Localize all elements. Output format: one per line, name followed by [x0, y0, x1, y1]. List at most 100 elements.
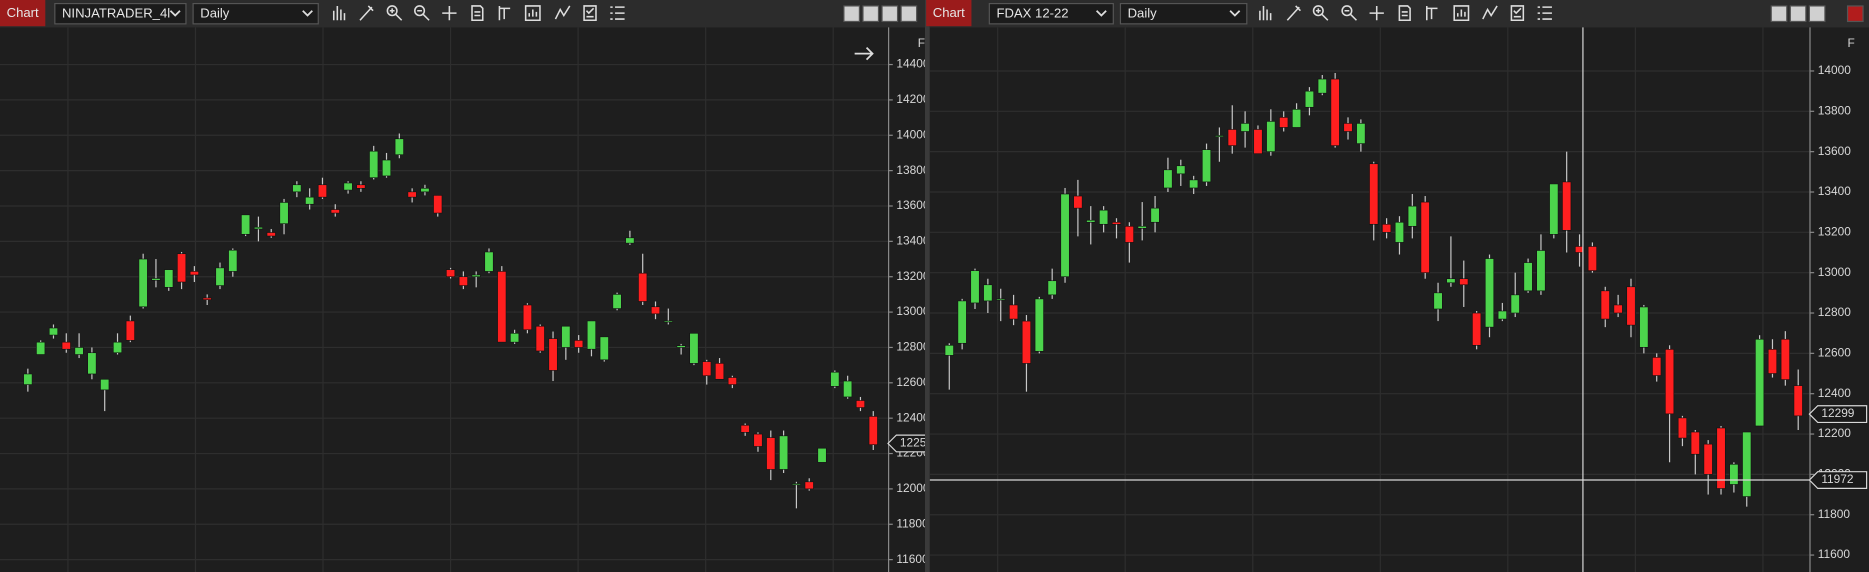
window-button[interactable]: [881, 5, 899, 23]
candle-body: [1356, 123, 1366, 144]
candle-body: [1652, 357, 1662, 376]
y-tick-label: 12400: [896, 410, 929, 424]
instrument-select[interactable]: [988, 2, 1114, 25]
chart-tab[interactable]: [926, 0, 972, 27]
candle-body: [855, 400, 865, 408]
candle-body: [1099, 209, 1109, 225]
toolbar: Chart FDAX 12-22 Daily: [926, 0, 1869, 28]
candle-body: [317, 184, 327, 198]
window-button[interactable]: [862, 5, 880, 23]
y-tick-label: 14000: [896, 127, 929, 141]
candle-body: [1317, 78, 1327, 94]
toolbar-icon[interactable]: [414, 5, 430, 21]
candle-body: [1484, 258, 1495, 328]
candle-body: [753, 433, 763, 447]
toolbar-icon[interactable]: [554, 5, 571, 20]
toolbar-icon[interactable]: [386, 5, 403, 21]
y-tick-label: 11800: [1818, 507, 1851, 521]
candle-body: [1009, 304, 1019, 320]
window-button[interactable]: [900, 5, 918, 23]
instrument-select[interactable]: [54, 2, 187, 25]
toolbar-icon[interactable]: [1482, 5, 1498, 20]
candle-body: [1600, 290, 1610, 320]
y-tick-label: 14400: [896, 57, 929, 71]
period-select[interactable]: [1119, 2, 1248, 25]
window-button[interactable]: [1789, 5, 1807, 23]
chart-tab-label: Chart: [933, 5, 965, 20]
candle-body: [1240, 123, 1250, 132]
toolbar-icon[interactable]: [1286, 5, 1301, 21]
toolbar-icon[interactable]: [1312, 5, 1329, 21]
y-tick-label: 14000: [1818, 63, 1851, 77]
toolbar-icon[interactable]: [1453, 5, 1470, 22]
candle-body: [1163, 169, 1173, 189]
candle-body: [535, 325, 545, 352]
candle-body: [779, 435, 789, 470]
y-tick-label: 12800: [1818, 305, 1851, 319]
crosshair-marker-label: 11972: [1821, 472, 1854, 486]
toolbar-icon[interactable]: [498, 5, 511, 21]
window-button[interactable]: [843, 5, 861, 23]
candle-body: [561, 325, 571, 348]
toolbar-icon[interactable]: [1426, 5, 1438, 21]
toolbar-icon[interactable]: [524, 5, 541, 22]
candle-body: [830, 371, 840, 387]
candle-body: [1266, 121, 1276, 152]
toolbar-icon[interactable]: [1341, 5, 1358, 21]
candle-body: [125, 320, 135, 341]
toolbar-icon[interactable]: [359, 5, 374, 21]
chart-panel: F116001180012000122001240012600128001300…: [929, 27, 1868, 572]
instrument-label: FDAX 12-22: [996, 6, 1068, 21]
candle-body: [433, 195, 443, 214]
toolbar-icon[interactable]: [583, 5, 597, 22]
window-button[interactable]: [1808, 5, 1826, 23]
chart-tab[interactable]: [0, 0, 46, 27]
toolbar-icon[interactable]: [332, 5, 346, 21]
candle-body: [548, 338, 558, 371]
candle-body: [1639, 306, 1649, 348]
candle-body: [61, 341, 71, 350]
candle-body: [356, 184, 366, 189]
candle-body: [1690, 431, 1700, 455]
candle-body: [343, 182, 353, 191]
y-tick-label: 14200: [896, 92, 929, 106]
candle-body: [1716, 427, 1726, 489]
toolbar-icon[interactable]: [471, 5, 484, 22]
candle-body: [23, 373, 33, 385]
candle-body: [1472, 312, 1482, 346]
period-select[interactable]: [192, 2, 319, 25]
candle-body: [1549, 183, 1559, 235]
price-marker-label: 12299: [1821, 406, 1854, 420]
candle-body: [715, 363, 725, 380]
candle-body: [420, 188, 430, 193]
toolbar-icon[interactable]: [1259, 5, 1272, 21]
period-label: Daily: [200, 6, 230, 21]
toolbar-icon[interactable]: [610, 6, 625, 20]
toolbar-icon[interactable]: [1398, 5, 1411, 22]
candle-body: [1279, 117, 1289, 128]
candle-body: [1767, 349, 1778, 374]
candle-body: [138, 258, 148, 308]
y-tick-label: 13000: [896, 304, 929, 318]
toolbar-icon[interactable]: [442, 5, 457, 21]
y-tick-label: 13800: [1818, 103, 1851, 117]
candle-body: [791, 483, 801, 486]
toolbar-icon[interactable]: [1510, 5, 1525, 22]
candle-body: [1510, 294, 1520, 314]
toolbar-icon[interactable]: [1369, 5, 1384, 21]
toolbar-icon[interactable]: [1537, 6, 1552, 20]
candle-body: [1150, 207, 1160, 223]
candle-body: [215, 267, 225, 286]
scroll-arrow[interactable]: [854, 47, 874, 61]
window-button[interactable]: [1770, 5, 1788, 23]
candle-body: [1124, 225, 1134, 243]
window-button[interactable]: [1846, 5, 1864, 23]
candle-body: [1574, 246, 1585, 253]
y-tick-label: 12600: [896, 375, 929, 389]
candle-body: [1201, 149, 1212, 183]
candle-body: [279, 202, 289, 224]
y-tick-label: 13200: [896, 269, 929, 283]
candle-body: [381, 159, 392, 177]
